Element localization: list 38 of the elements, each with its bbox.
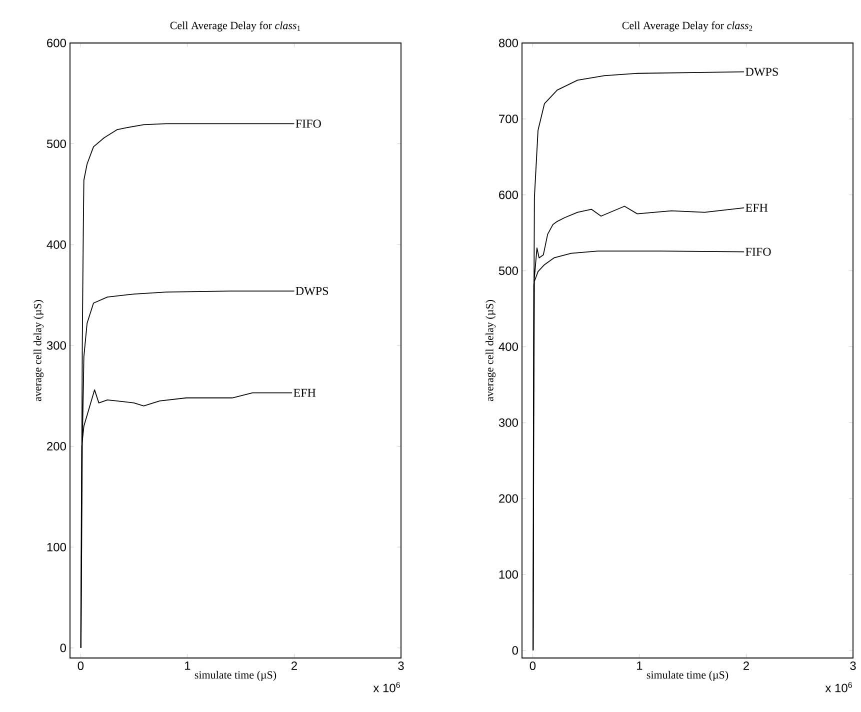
x-tick-label: 3	[850, 662, 856, 670]
x-axis-title: simulate time (µS)	[194, 670, 276, 681]
y-tick-label: 200	[499, 494, 518, 503]
text: x 10$^{6}$	[373, 682, 400, 692]
y-axis-title: average cell delay (µS)	[34, 300, 44, 402]
y-tick-label: 0	[512, 646, 518, 655]
x-tick-label: 1	[185, 662, 190, 670]
series-label: DWPS	[746, 68, 778, 76]
y-tick-label: 400	[46, 240, 66, 249]
y-tick-label: 200	[47, 442, 66, 451]
y-tick-label: 300	[46, 341, 66, 350]
y-tick-label: 800	[498, 38, 518, 48]
x-axis-title: simulate time (µS)	[646, 670, 728, 681]
x-tick-label: 0	[78, 662, 84, 670]
y-tick-label: 100	[47, 542, 66, 552]
series-label: FIFO	[296, 120, 321, 128]
y-tick-label: 700	[499, 114, 518, 124]
series-label: EFH	[746, 204, 768, 212]
y-tick-label: 100	[499, 570, 518, 579]
series-label: DWPS	[296, 286, 328, 296]
y-tick-label: 400	[498, 342, 518, 351]
series-label: EFH	[294, 388, 316, 397]
text: x 10$^{6}$	[825, 682, 852, 692]
x-tick-label: 1	[637, 662, 642, 670]
y-tick-label: 600	[47, 38, 66, 48]
y-tick-label: 500	[46, 140, 66, 148]
chart-title: Cell Average Delay for class$_{1}$	[170, 21, 300, 32]
series-label: FIFO	[746, 248, 771, 256]
y-tick-label: 500	[498, 266, 518, 276]
x-tick-label: 2	[291, 662, 297, 670]
x-tick-label: 2	[743, 662, 749, 670]
y-tick-label: 600	[499, 190, 518, 200]
y-tick-label: 300	[498, 418, 518, 427]
x-tick-label: 3	[398, 662, 404, 670]
x-tick-label: 0	[530, 662, 536, 670]
y-tick-label: 0	[60, 644, 66, 652]
y-axis-title: average cell delay (µS)	[486, 300, 496, 402]
chart-title: Cell Average Delay for class$_{2}$	[622, 21, 752, 32]
